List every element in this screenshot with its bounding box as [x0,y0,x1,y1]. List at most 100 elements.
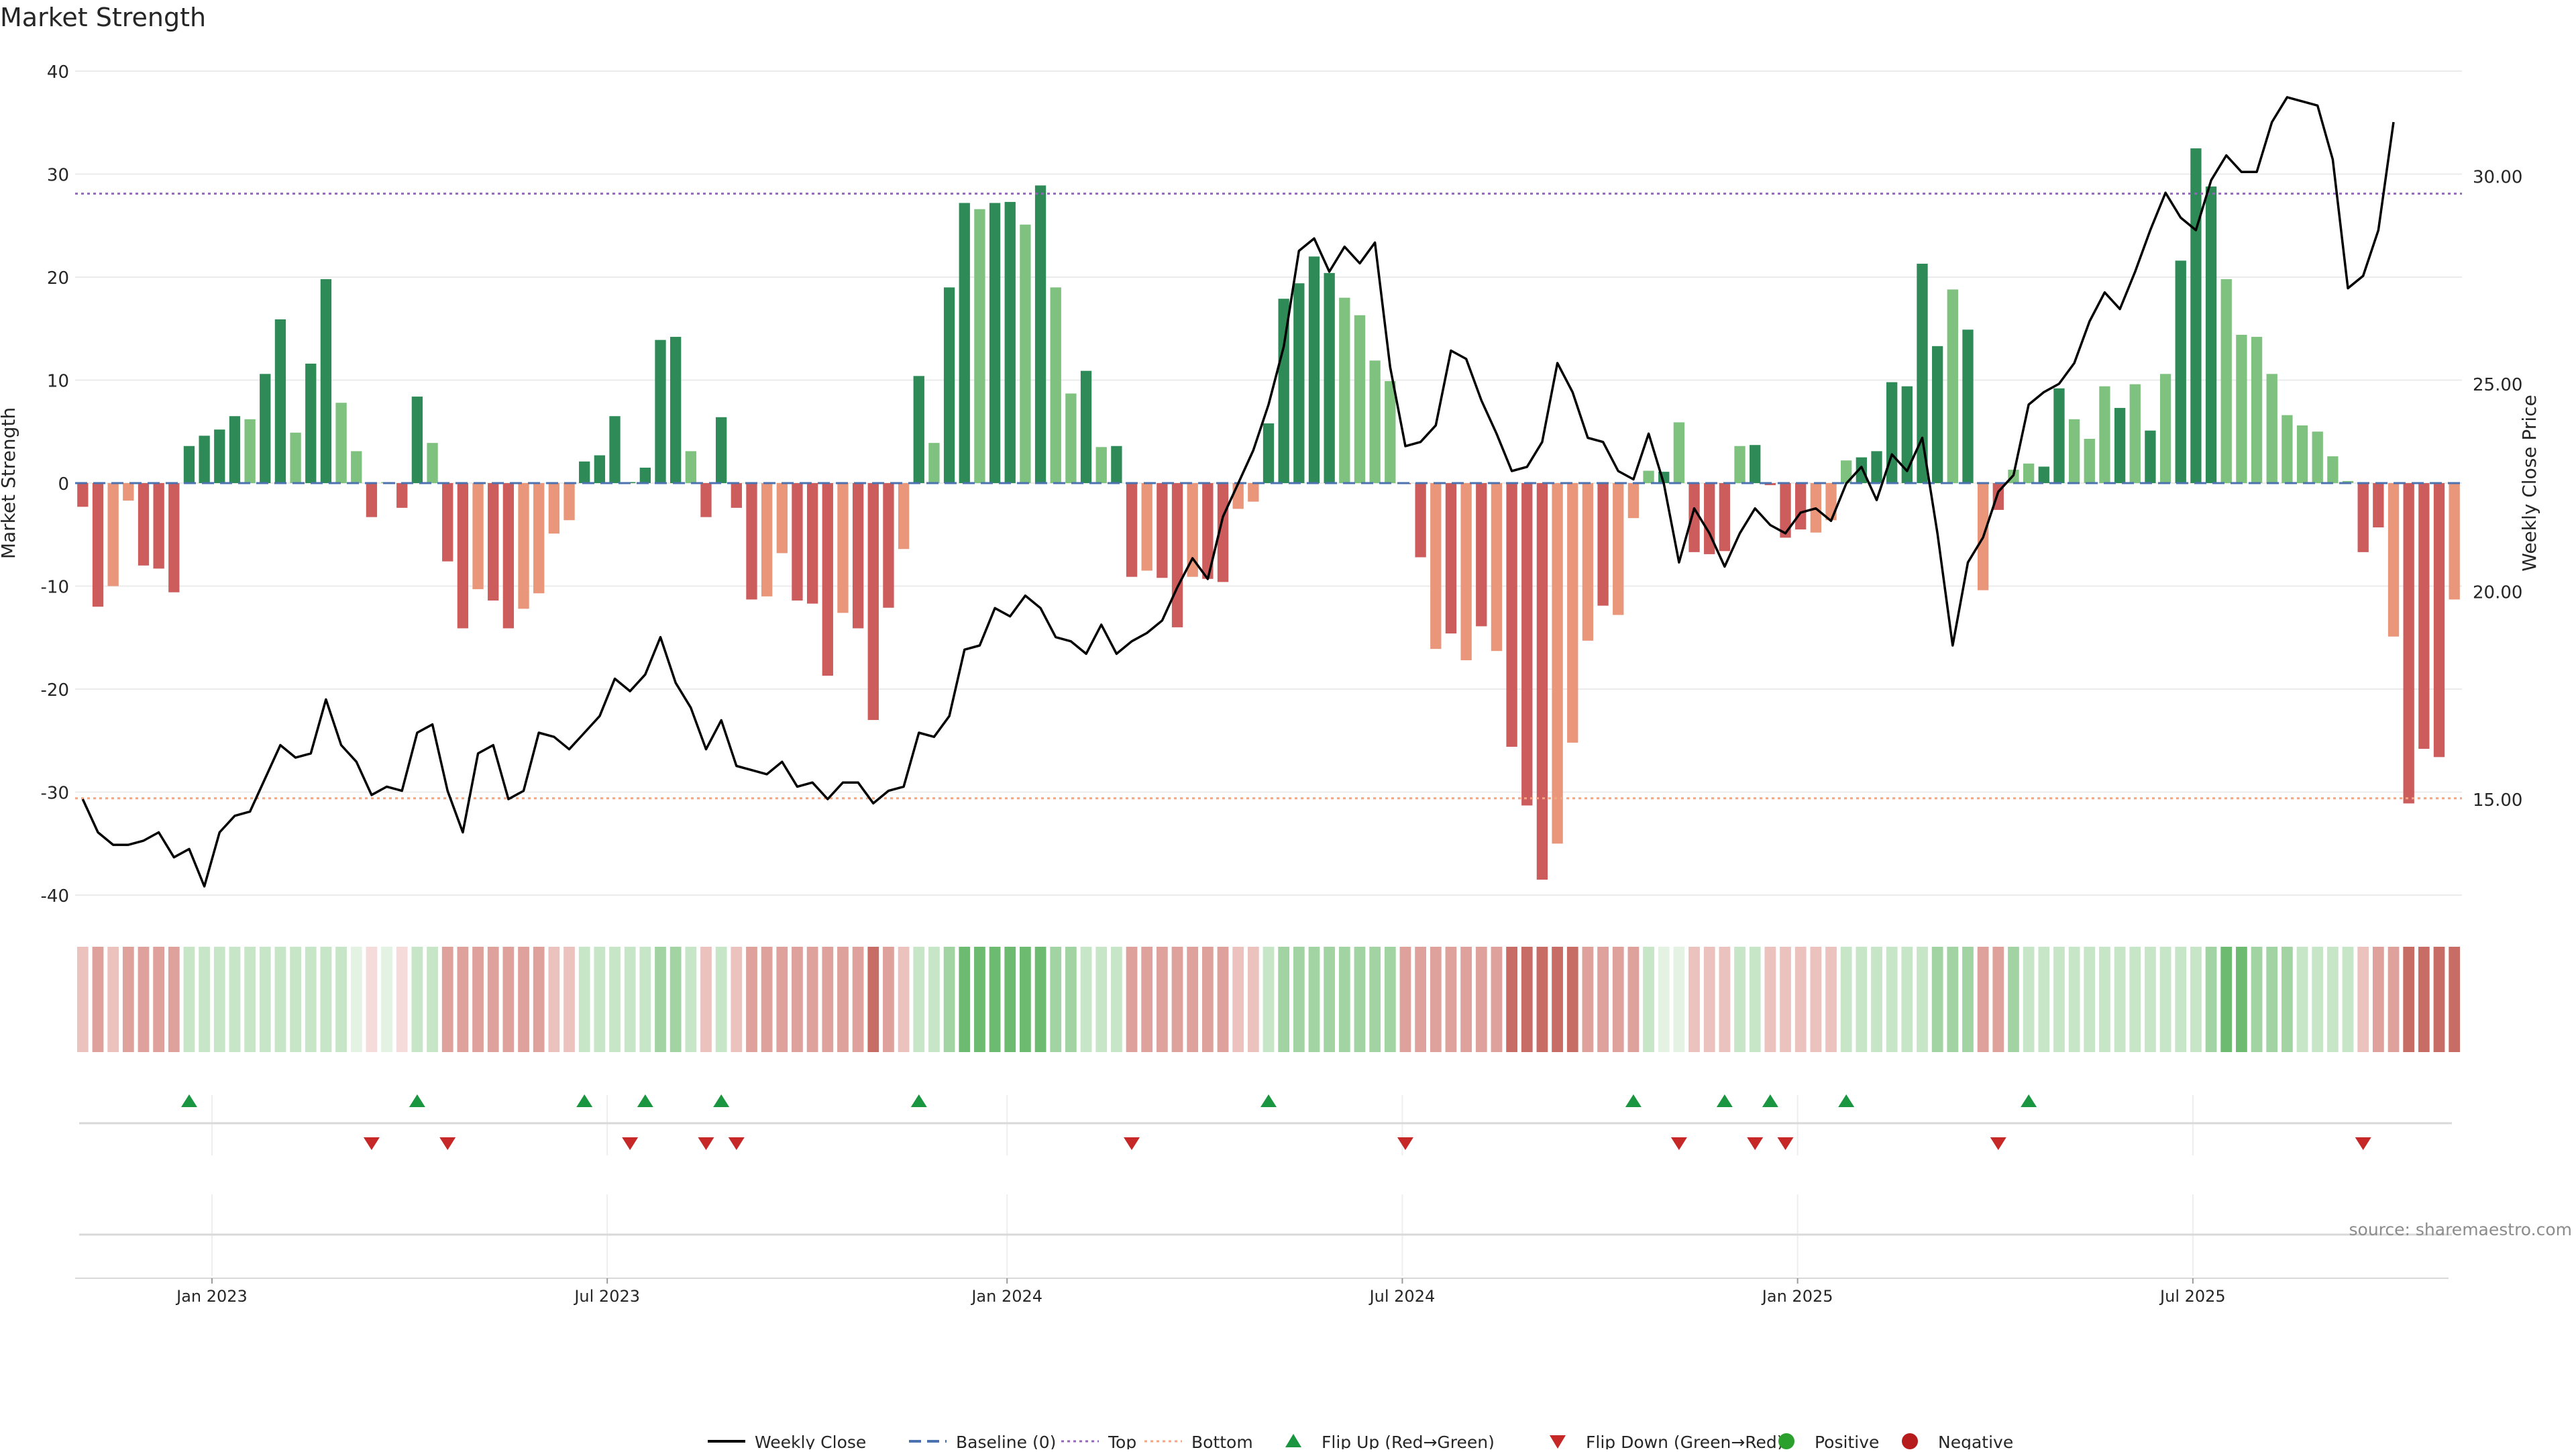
heat-cell-positive [594,947,606,1052]
bar-negative [1582,483,1594,641]
bar-positive [244,419,256,483]
bar-positive [274,319,286,483]
bar-positive [290,432,301,483]
heat-cell-positive [2008,947,2019,1052]
heat-cell-negative [1688,947,1700,1052]
heat-cell-positive [1020,947,1031,1052]
bar-negative [488,483,499,601]
bar-positive [2220,279,2232,483]
heat-cell-negative [1536,947,1548,1052]
heat-cell-negative [2403,947,2415,1052]
heat-cell-negative [2387,947,2400,1052]
bar-positive [1643,470,1654,483]
bar-positive [2038,466,2049,483]
bar-negative [2387,483,2400,637]
y2-tick-label: 30.00 [2473,168,2522,188]
heat-cell-positive [2266,947,2278,1052]
heat-cell-negative [761,947,773,1052]
bar-negative [107,483,119,586]
flip-up-marker [1716,1094,1733,1107]
heat-cell-negative [852,947,864,1052]
bar-positive [1111,446,1122,483]
bar-positive [928,443,940,483]
heat-cell-positive [2053,947,2065,1052]
bar-negative [852,483,864,629]
heat-cell-negative [518,947,529,1052]
heat-cell-positive [2099,947,2110,1052]
heat-cell-positive [2342,947,2354,1052]
bar-negative [2449,483,2460,600]
bar-negative [1764,483,1776,486]
bar-negative [700,483,712,517]
heat-cell-negative [1201,947,1214,1052]
heat-cell-positive [1749,947,1761,1052]
heat-cell-positive [1034,947,1046,1052]
bar-negative [1567,483,1578,743]
heat-cell-positive [624,947,636,1052]
heat-cell-negative [366,947,378,1052]
bar-positive [2084,438,2095,483]
heat-cell-negative [837,947,849,1052]
bar-positive [2190,148,2202,483]
heat-cell-positive [2038,947,2050,1052]
bar-negative [1521,483,1533,806]
heat-cell-negative [746,947,757,1052]
heat-cell-positive [1840,947,1852,1052]
bar-negative [396,483,408,508]
heat-cell-negative [1247,947,1259,1052]
heat-cell-positive [2084,947,2096,1052]
heat-cell-negative [2357,947,2369,1052]
bar-negative [822,483,833,676]
y-tick-label: 20 [47,268,69,289]
bar-positive [1050,287,1061,483]
bar-positive [959,203,970,483]
heat-cell-negative [1171,947,1183,1052]
heat-cell-positive [2145,947,2156,1052]
heat-cell-positive [2220,947,2233,1052]
heat-cell-negative [883,947,894,1052]
bar-positive [2114,407,2126,483]
heat-cell-negative [1232,947,1244,1052]
y-tick-label: 30 [47,166,69,186]
bar-positive [2068,419,2080,483]
heat-cell-positive [1278,947,1290,1052]
heat-cell-negative [168,947,180,1052]
bar-positive [989,203,1001,483]
bar-negative [518,483,529,609]
bar-negative [806,483,818,604]
heat-cell-positive [2296,947,2308,1052]
heat-cell-positive [2205,947,2217,1052]
heat-cell-positive [1871,947,1882,1052]
heat-cell-positive [290,947,301,1052]
bar-negative [77,483,89,507]
heat-cell-negative [1491,947,1503,1052]
flip-up-marker [409,1094,425,1107]
heat-cell-positive [1354,947,1366,1052]
x-tick-label: Jan 2024 [970,1287,1042,1306]
heat-cell-positive [913,947,925,1052]
y2-tick-label: 20.00 [2473,583,2522,603]
heat-cell-negative [1566,947,1578,1052]
heat-cell-positive [2023,947,2035,1052]
heat-cell-positive [1050,947,1062,1052]
heat-cell-negative [1597,947,1609,1052]
bar-negative [898,483,910,550]
heat-cell-negative [1627,947,1640,1052]
bar-positive [1354,315,1366,483]
bar-negative [138,483,150,566]
heat-cell-positive [2251,947,2263,1052]
heat-cell-positive [2326,947,2339,1052]
bar-positive [1339,297,1350,483]
bar-positive [2175,260,2186,483]
heat-cell-negative [107,947,119,1052]
heat-cell-positive [411,947,423,1052]
y2-axis-label: Weekly Close Price [2518,395,2540,571]
bar-negative [1780,483,1791,538]
bar-positive [2053,388,2065,483]
bar-positive [2282,415,2293,483]
bar-negative [1248,483,1259,502]
heat-cell-positive [1886,947,1898,1052]
bar-positive [1004,201,1016,483]
bar-positive [913,376,924,483]
heat-cell-positive [1962,947,1974,1052]
